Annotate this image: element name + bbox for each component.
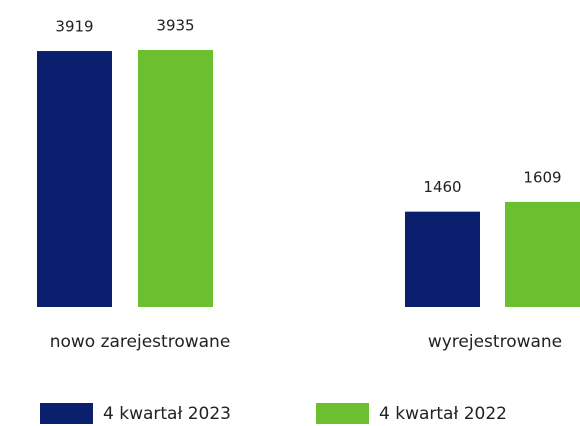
value-label: 1460 bbox=[423, 178, 461, 196]
value-label: 1609 bbox=[523, 168, 561, 186]
legend-swatch bbox=[40, 403, 93, 424]
legend-label: 4 kwartał 2022 bbox=[379, 404, 507, 424]
category-label: wyrejestrowane bbox=[428, 332, 562, 352]
bar bbox=[505, 201, 580, 307]
category-label: nowo zarejestrowane bbox=[50, 332, 231, 352]
legend-swatch bbox=[316, 403, 369, 424]
bar bbox=[37, 51, 112, 307]
legend-label: 4 kwartał 2023 bbox=[103, 404, 231, 424]
bar bbox=[138, 50, 213, 307]
value-label: 3919 bbox=[55, 18, 93, 36]
bar bbox=[405, 211, 480, 307]
value-label: 3935 bbox=[156, 17, 194, 35]
